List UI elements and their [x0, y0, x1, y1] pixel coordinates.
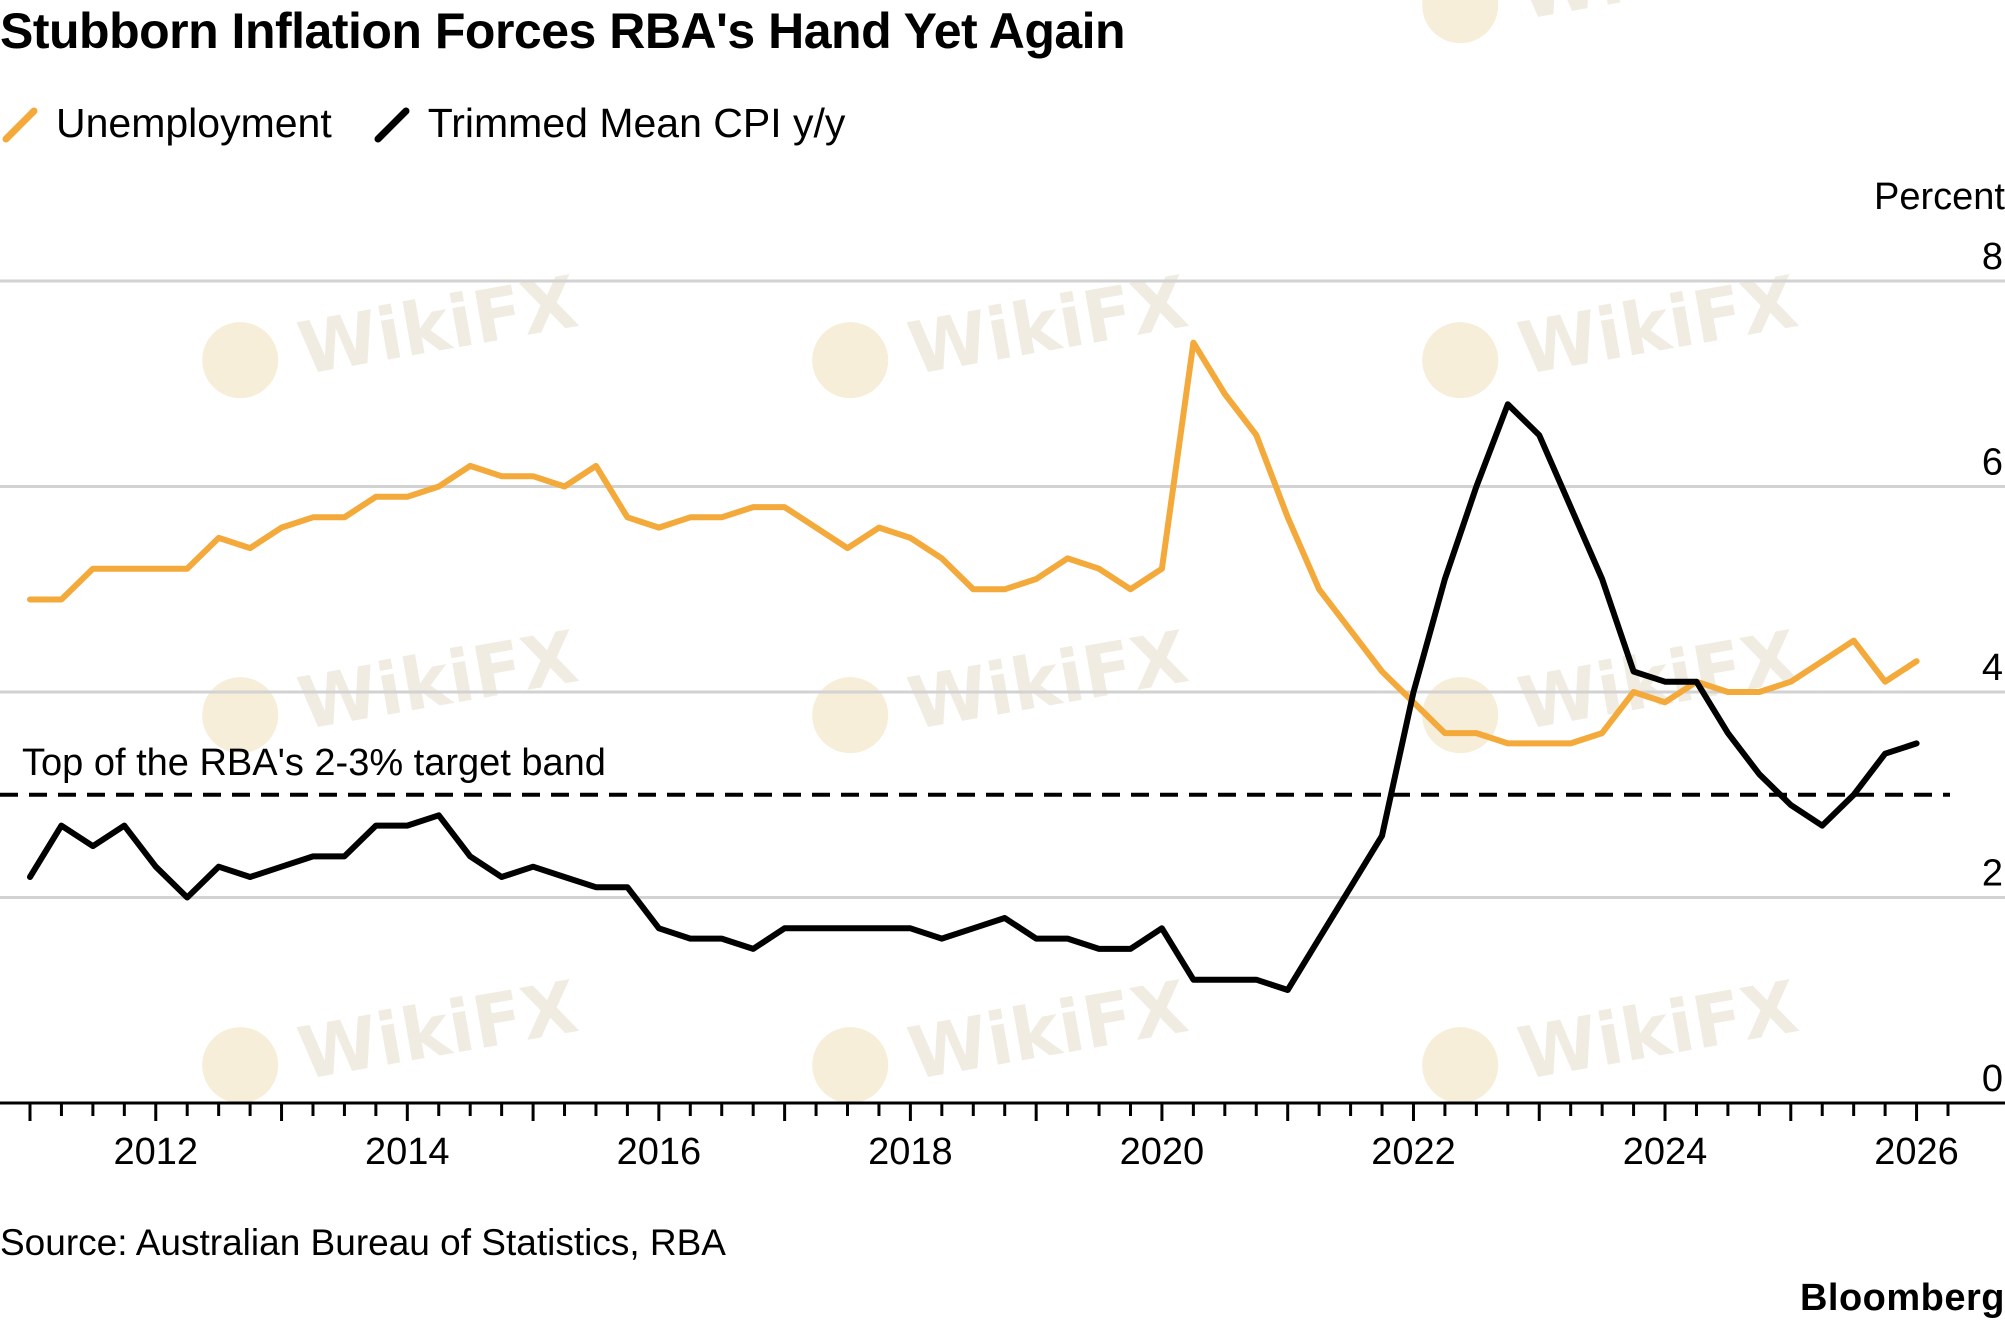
watermark-4: WikiFX [812, 615, 1194, 754]
watermark-text: WikiFX [902, 965, 1194, 1097]
series-line-trimmed-mean-cpi [27, 401, 1920, 993]
x-tick-label-2020: 2020 [1120, 1131, 1205, 1173]
chart-title: Stubborn Inflation Forces RBA's Hand Yet… [0, 3, 1126, 59]
x-tick-label-2018: 2018 [868, 1131, 953, 1173]
y-tick-label-0: 0 [1982, 1058, 2003, 1100]
brand-logo: Bloomberg [1799, 1277, 2005, 1319]
x-tick-label-2016: 2016 [617, 1131, 702, 1173]
watermark-text: WikiFX [292, 615, 584, 747]
x-tick-label-2026: 2026 [1874, 1131, 1959, 1173]
watermark-text: WikiFX [902, 260, 1194, 392]
watermark-6: WikiFX [202, 965, 584, 1104]
watermark-logo-icon [202, 1027, 279, 1104]
watermark-text: WikiFX [902, 615, 1194, 747]
series-line-unemployment [27, 339, 1920, 747]
watermark-7: WikiFX [812, 965, 1194, 1104]
watermark-text: WikiFX [1512, 260, 1804, 392]
watermark-logo-icon [1422, 0, 1499, 44]
watermark-logo-icon [812, 322, 889, 399]
watermark-text: WikiFX [292, 965, 584, 1097]
watermark-9: WikiFX [1422, 0, 1804, 44]
y-tick-label-2: 2 [1982, 853, 2003, 895]
y-tick-label-6: 6 [1982, 442, 2003, 484]
watermark-text: WikiFX [1512, 0, 1804, 36]
x-tick-label-2024: 2024 [1623, 1131, 1708, 1173]
legend-label-unemployment: Unemployment [56, 99, 332, 146]
y-tick-label-4: 4 [1982, 647, 2003, 689]
watermark-logo-icon [1422, 322, 1499, 399]
legend-item-cpi: Trimmed Mean CPI y/y [372, 99, 846, 147]
legend: Unemployment Trimmed Mean CPI y/y [0, 98, 885, 148]
source-note: Source: Australian Bureau of Statistics,… [0, 1222, 726, 1263]
watermark-logo-icon [812, 1027, 889, 1104]
legend-item-unemployment: Unemployment [0, 100, 332, 147]
x-tick-label-2022: 2022 [1371, 1131, 1456, 1173]
watermark-logo-icon [1422, 1027, 1499, 1104]
legend-label-cpi: Trimmed Mean CPI y/y [427, 99, 846, 146]
watermark-8: WikiFX [1422, 965, 1804, 1104]
legend-swatch-cpi [374, 107, 410, 143]
watermark-5: WikiFX [1422, 615, 1804, 754]
x-tick-label-2014: 2014 [365, 1131, 450, 1173]
watermark-logo-icon [812, 677, 889, 754]
watermark-logo-icon [202, 677, 279, 754]
watermark-text: WikiFX [1512, 965, 1804, 1097]
x-tick-label-2012: 2012 [113, 1131, 198, 1173]
y-tick-label-8: 8 [1982, 236, 2003, 278]
legend-swatch-unemployment [2, 107, 38, 143]
y-axis-unit-label: Percent [1874, 176, 2005, 218]
watermark-text: WikiFX [292, 260, 584, 392]
watermark-logo-icon [202, 322, 279, 399]
target-band-label: Top of the RBA's 2-3% target band [22, 742, 606, 784]
